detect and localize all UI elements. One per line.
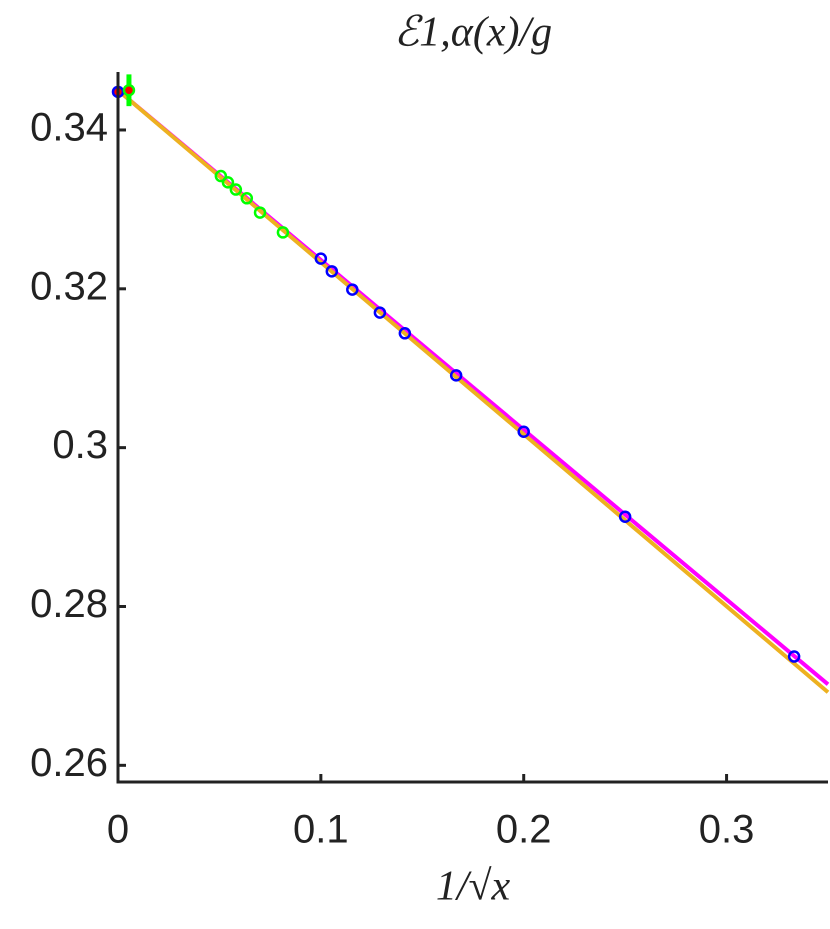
data-point xyxy=(449,369,463,382)
x-tick-label: 0.3 xyxy=(699,808,755,852)
data-point xyxy=(240,192,254,205)
y-tick-label: 0.32 xyxy=(30,264,108,308)
data-point xyxy=(214,169,228,183)
data-point xyxy=(276,226,290,239)
data-point xyxy=(221,176,235,189)
data-point xyxy=(229,183,243,196)
chart-title: ℰ1,α(x)/g xyxy=(394,10,552,56)
x-tick-label: 0.2 xyxy=(496,808,552,852)
x-tick-label: 0.1 xyxy=(293,808,349,852)
y-tick-label: 0.3 xyxy=(52,423,108,467)
data-point xyxy=(517,425,530,439)
data-point xyxy=(325,265,339,278)
data-point xyxy=(398,327,412,340)
y-tick-label: 0.28 xyxy=(30,582,108,626)
data-point xyxy=(314,252,328,265)
data-point xyxy=(787,650,801,663)
y-tick-label: 0.26 xyxy=(30,741,108,785)
data-point xyxy=(253,206,267,219)
data-point xyxy=(346,283,359,296)
axes xyxy=(116,72,828,784)
x-tick-label: 0 xyxy=(107,808,129,852)
fit-line xyxy=(116,88,830,694)
extrapolated-point xyxy=(122,84,136,97)
y-tick-label: 0.34 xyxy=(30,106,108,150)
data-point xyxy=(373,306,387,319)
data-point xyxy=(618,510,632,523)
x-axis-label: 1/√x xyxy=(436,864,511,910)
